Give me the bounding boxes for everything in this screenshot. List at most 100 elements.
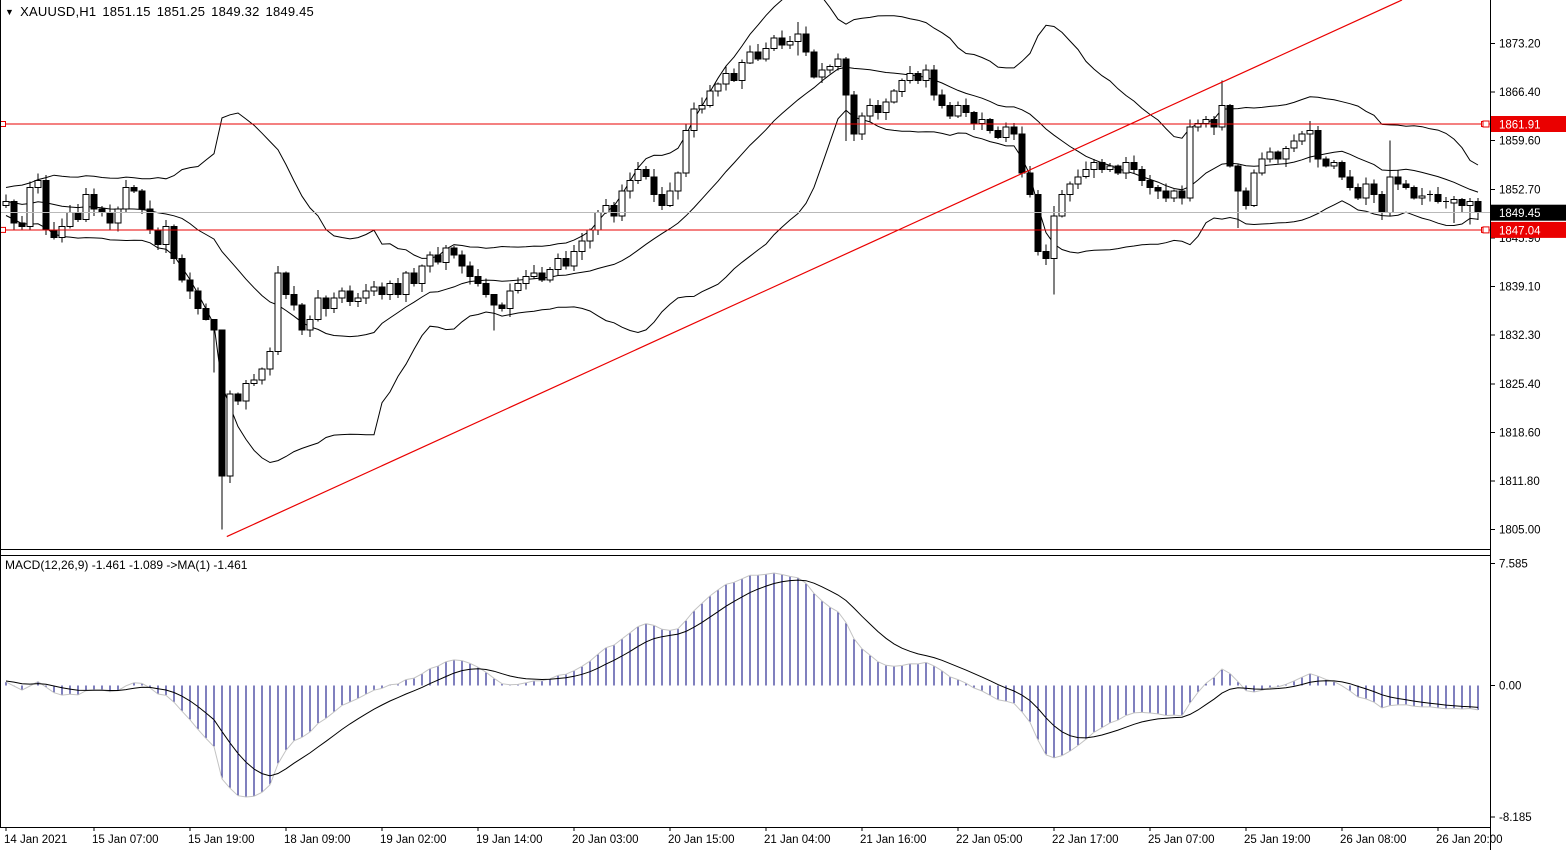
- candle-bull: [698, 105, 706, 110]
- candle-bull: [674, 172, 682, 192]
- candle-bull: [722, 72, 730, 85]
- candle-bear: [1154, 186, 1162, 192]
- candle-bear: [1402, 183, 1410, 188]
- candle-bull: [586, 229, 594, 242]
- candle-bear: [802, 33, 810, 53]
- candle-bear: [1210, 119, 1218, 128]
- candle-bull: [1250, 172, 1258, 206]
- macd-tick-label: -8.185: [1499, 812, 1532, 824]
- candle-bull: [370, 286, 378, 292]
- candle-bull: [506, 290, 514, 310]
- candle-bull: [826, 65, 834, 71]
- ascending-trendline[interactable]: [226, 0, 1403, 538]
- candle-bear: [754, 51, 762, 60]
- candle-bull: [402, 272, 410, 295]
- time-tick-label: 15 Jan 19:00: [188, 834, 255, 846]
- price-tick-label: 1852.70: [1499, 185, 1541, 197]
- candle-bear: [1354, 186, 1362, 199]
- candle-bull: [1466, 201, 1474, 206]
- price-tick-label: 1866.40: [1499, 87, 1541, 99]
- candle-bear: [202, 308, 210, 320]
- candle-bull: [2, 201, 10, 206]
- candle-bull: [386, 283, 394, 295]
- candle-bull: [226, 393, 234, 477]
- candle-bull: [746, 51, 754, 64]
- candle-bull: [530, 272, 538, 278]
- candle-bull: [834, 58, 842, 67]
- time-axis[interactable]: 14 Jan 2021 15 Jan 07:00 15 Jan 19:00 18 Ja…: [4, 827, 1503, 846]
- candle-bear: [874, 105, 882, 114]
- candle-bull: [1258, 158, 1266, 174]
- macd-outline-line: [5, 572, 1479, 798]
- candle-bull: [602, 204, 610, 213]
- macd-axis: 7.585 0.00 -8.185: [1490, 559, 1532, 824]
- candle-bull: [714, 83, 722, 92]
- candle-bear: [1378, 194, 1386, 213]
- level-line-handle[interactable]: [1482, 120, 1490, 128]
- candle-bear: [170, 226, 178, 260]
- candle-bull: [1418, 195, 1426, 199]
- price-tick-label: 1805.00: [1499, 525, 1541, 537]
- horizontal-level-lines[interactable]: [0, 121, 1490, 233]
- candle-bear: [322, 297, 330, 310]
- candle-bear: [1226, 105, 1234, 167]
- level-line-handle[interactable]: [0, 226, 6, 233]
- candle-bull: [1386, 176, 1394, 213]
- macd-pane[interactable]: [5, 572, 1479, 798]
- candle-bear: [986, 119, 994, 131]
- time-tick-label: 19 Jan 14:00: [476, 834, 543, 846]
- candle-bear: [1042, 251, 1050, 260]
- price-tick-label: 1873.20: [1499, 39, 1541, 51]
- candle-bull: [354, 297, 362, 302]
- candle-bull: [1282, 147, 1290, 160]
- candle-bull: [1002, 126, 1010, 139]
- candle-bear: [410, 272, 418, 285]
- candle-bear: [994, 129, 1002, 138]
- candle-bull: [1330, 162, 1338, 167]
- candle-bull: [890, 90, 898, 103]
- time-tick-label: 22 Jan 05:00: [956, 834, 1023, 846]
- candle-bear: [1434, 194, 1442, 203]
- candle-bull: [1362, 183, 1370, 199]
- candle-bull: [338, 290, 346, 299]
- candle-bear: [378, 286, 386, 295]
- quote-close: 1849.45: [265, 4, 314, 19]
- candle-bull: [58, 226, 66, 238]
- candle-bear: [1458, 199, 1466, 206]
- quote-open: 1851.15: [102, 4, 151, 19]
- macd-tick-label: 0.00: [1499, 681, 1521, 693]
- candle-bear: [1178, 190, 1186, 199]
- candle-bear: [1346, 176, 1354, 189]
- candlesticks: [2, 22, 1482, 530]
- candle-bull: [594, 211, 602, 231]
- candle-bull: [242, 382, 250, 402]
- candle-bear: [842, 58, 850, 96]
- price-box-label: 1847.04: [1499, 225, 1541, 237]
- candle-bear: [434, 254, 442, 263]
- time-tick-label: 18 Jan 09:00: [284, 834, 351, 846]
- level-line-handle[interactable]: [0, 121, 6, 127]
- candle-bear: [1146, 179, 1154, 188]
- candle-bear: [282, 272, 290, 295]
- candle-bear: [1130, 162, 1138, 171]
- candle-bear: [1010, 126, 1018, 135]
- trendline[interactable]: [226, 0, 1403, 538]
- candle-bear: [218, 329, 226, 477]
- candle-bear: [658, 194, 666, 206]
- candle-bear: [962, 105, 970, 114]
- symbol-dropdown-icon[interactable]: ▼: [5, 7, 15, 17]
- candle-bear: [1138, 169, 1146, 181]
- candle-bear: [1338, 162, 1346, 178]
- macd-signal-line: [5, 579, 1479, 777]
- candle-bull: [578, 240, 586, 253]
- candle-bear: [466, 265, 474, 277]
- candle-bull: [162, 226, 170, 245]
- candle-bull: [442, 247, 450, 263]
- time-tick-label: 26 Jan 20:00: [1436, 834, 1503, 846]
- candle-bear: [106, 211, 114, 224]
- level-line-handle[interactable]: [1482, 226, 1490, 234]
- candle-bull: [1090, 162, 1098, 171]
- candle-bear: [130, 186, 138, 192]
- candle-bear: [946, 105, 954, 117]
